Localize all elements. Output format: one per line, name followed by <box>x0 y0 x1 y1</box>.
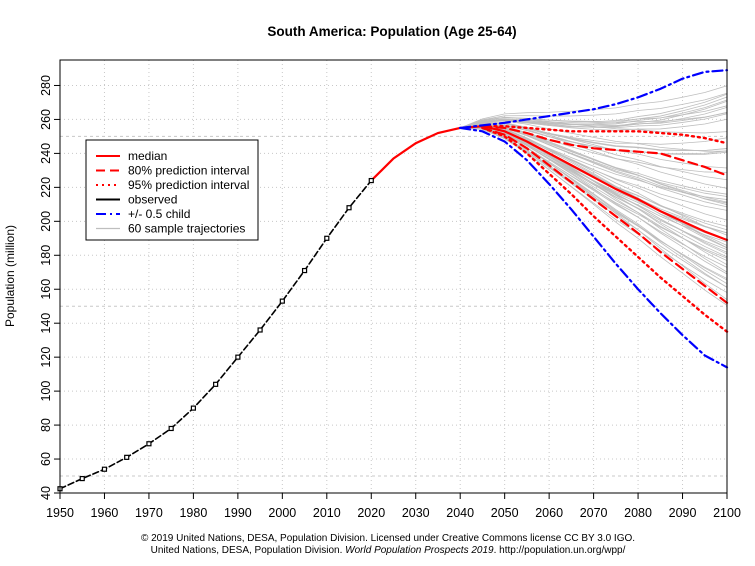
y-axis-label: Population (million) <box>3 225 17 327</box>
x-tick-label: 2100 <box>713 506 741 520</box>
observed-point <box>235 354 241 360</box>
y-tick-label: 180 <box>39 245 53 266</box>
observed-point <box>279 298 285 304</box>
observed-point <box>368 177 374 184</box>
caption-line-1: © 2019 United Nations, DESA, Population … <box>141 533 635 544</box>
observed-point <box>101 466 108 472</box>
sample-trajectory <box>370 122 728 181</box>
observed-point <box>146 441 152 447</box>
observed-point <box>346 205 352 211</box>
y-tick-label: 220 <box>39 177 53 198</box>
x-tick-label: 2010 <box>313 506 341 520</box>
caption-publication: World Population Prospects 2019 <box>345 545 494 556</box>
series-lines <box>59 69 729 490</box>
x-tick-label: 1960 <box>91 506 119 520</box>
legend-label: 80% prediction interval <box>128 164 249 178</box>
x-tick-label: 2050 <box>491 506 519 520</box>
plot-frame <box>59 59 728 494</box>
series-80-lower <box>481 126 729 304</box>
legend-label: +/- 0.5 child <box>128 207 190 221</box>
y-tick-label: 160 <box>39 279 53 300</box>
y-tick-label: 100 <box>39 381 53 402</box>
y-tick-label: 200 <box>39 211 53 232</box>
series-95-upper <box>481 125 729 145</box>
x-tick-label: 2080 <box>624 506 652 520</box>
observed-point <box>79 475 85 482</box>
y-tick-label: 60 <box>39 452 53 466</box>
caption-url: . http://population.un.org/wpp/ <box>494 545 626 556</box>
caption-line-2: United Nations, DESA, Population Divisio… <box>151 545 626 556</box>
observed-point <box>190 405 196 411</box>
x-tick-label: 2030 <box>402 506 430 520</box>
sample-trajectory <box>370 122 728 181</box>
series-80-upper <box>481 125 729 177</box>
legend-label: median <box>128 149 167 163</box>
x-tick-label: 2060 <box>535 506 563 520</box>
sample-trajectory <box>370 125 728 273</box>
series-median <box>370 125 729 242</box>
x-tick-label: 2090 <box>669 506 697 520</box>
x-tick-label: 2020 <box>357 506 385 520</box>
observed-point <box>301 267 308 274</box>
y-tick-label: 80 <box>39 418 53 432</box>
series--0-5-child <box>459 126 729 369</box>
sample-trajectory <box>370 127 728 288</box>
x-tick-label: 1950 <box>46 506 74 520</box>
series--0-5-child <box>459 69 729 130</box>
y-tick-label: 260 <box>39 109 53 130</box>
x-tick-label: 2040 <box>446 506 474 520</box>
x-tick-label: 1990 <box>224 506 252 520</box>
chart-title: South America: Population (Age 25-64) <box>267 24 516 39</box>
sample-trajectory <box>370 125 728 266</box>
y-tick-label: 40 <box>39 486 53 500</box>
y-tick-label: 280 <box>39 75 53 96</box>
legend-label: observed <box>128 193 177 207</box>
observed-point <box>213 381 219 387</box>
sample-trajectory <box>370 127 728 288</box>
y-tick-label: 140 <box>39 313 53 334</box>
observed-point <box>168 425 174 432</box>
x-tick-label: 1970 <box>135 506 163 520</box>
observed-point <box>257 327 263 333</box>
caption-source: United Nations, DESA, Population Divisio… <box>151 545 346 556</box>
x-axis: 1950 1960 1970 1980 1990 2000 2010 2020 2030 2040… <box>46 493 741 520</box>
legend-label: 95% prediction interval <box>128 178 249 192</box>
x-tick-label: 1980 <box>179 506 207 520</box>
y-tick-label: 120 <box>39 347 53 368</box>
legend-label: 60 sample trajectories <box>128 222 245 236</box>
x-tick-label: 2070 <box>580 506 608 520</box>
observed-point <box>124 454 130 460</box>
series-95-lower <box>481 126 729 333</box>
y-tick-label: 240 <box>39 143 53 164</box>
observed-point <box>324 235 330 241</box>
x-tick-label: 2000 <box>268 506 296 520</box>
y-axis: 40 60 80 100 120 140 160 180 200 220 240 260 280 <box>39 75 60 500</box>
